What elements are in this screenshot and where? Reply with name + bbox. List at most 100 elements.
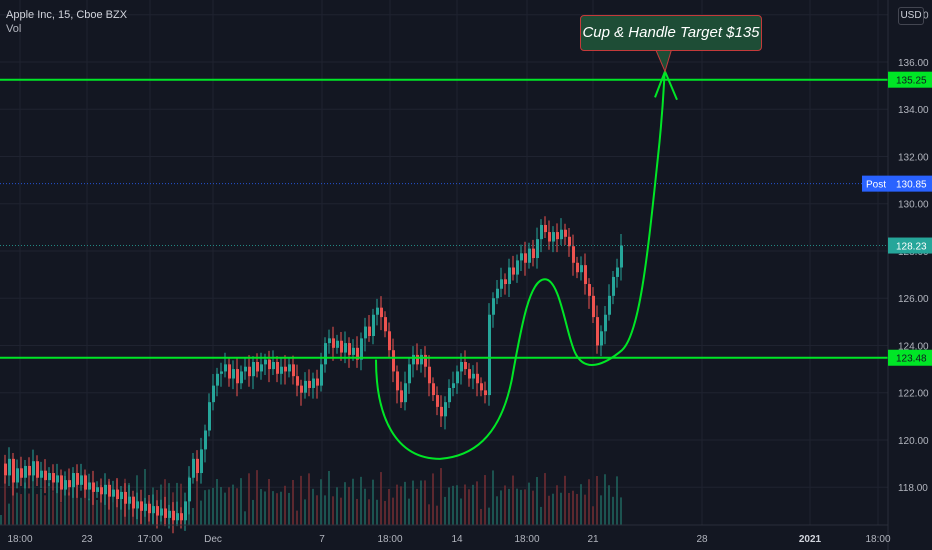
volume-bar xyxy=(560,492,562,525)
volume-bar xyxy=(584,494,586,525)
chart-legend: Apple Inc, 15, Cboe BZX Vol xyxy=(6,8,127,36)
candle-body xyxy=(64,480,67,490)
time-tick-label: 18:00 xyxy=(514,534,539,545)
candle-body xyxy=(360,338,363,360)
volume-bar xyxy=(332,496,334,525)
candle-body xyxy=(192,458,195,478)
candle-body xyxy=(20,468,23,478)
candle-body xyxy=(52,473,55,483)
candle-body xyxy=(564,229,567,237)
candle-body xyxy=(148,503,151,514)
volume-bar xyxy=(388,489,390,525)
candle-body xyxy=(136,501,139,509)
candle-body xyxy=(488,314,491,396)
volume-bar xyxy=(528,482,530,525)
candle-body xyxy=(588,284,591,296)
price-tick-label: 132.00 xyxy=(898,152,929,163)
volume-bar xyxy=(276,493,278,525)
annotation-callout[interactable]: Cup & Handle Target $135 xyxy=(580,15,762,51)
volume-bar xyxy=(428,504,430,525)
volume-bar xyxy=(352,478,354,525)
candle-body xyxy=(172,510,175,521)
candle-body xyxy=(200,449,203,474)
candle-body xyxy=(520,253,523,261)
price-tick-label: 124.00 xyxy=(898,341,929,352)
volume-bar xyxy=(444,496,446,525)
price-axis xyxy=(888,0,932,550)
candle-body xyxy=(364,326,367,339)
volume-bar xyxy=(112,502,114,525)
candle-body xyxy=(576,262,579,273)
time-tick-label: 18:00 xyxy=(377,534,402,545)
candle-body xyxy=(100,487,103,495)
volume-bar xyxy=(600,495,602,525)
volume-bar xyxy=(532,490,534,525)
candle-body xyxy=(496,288,499,299)
volume-bar xyxy=(508,488,510,525)
candle-body xyxy=(368,326,371,337)
price-tick-label: 130.00 xyxy=(898,200,929,211)
candle-body xyxy=(276,361,279,374)
candle-body xyxy=(24,465,27,478)
volume-bar xyxy=(536,477,538,525)
volume-bar xyxy=(404,481,406,525)
volume-bar xyxy=(472,484,474,525)
volume-bar xyxy=(324,495,326,525)
candle-body xyxy=(208,402,211,431)
volume-bar xyxy=(612,496,614,525)
candle-body xyxy=(348,343,351,355)
candle-body xyxy=(164,508,167,518)
volume-bar xyxy=(568,492,570,525)
candle-body xyxy=(432,383,435,396)
candle-body xyxy=(212,385,215,403)
candle-body xyxy=(232,369,235,379)
candle-body xyxy=(340,340,343,353)
candle-body xyxy=(472,373,475,379)
candle-body xyxy=(508,267,511,285)
volume-bar xyxy=(284,485,286,525)
volume-bar xyxy=(216,479,218,525)
volume-bar xyxy=(356,498,358,525)
candle-body xyxy=(244,366,247,372)
volume-bar xyxy=(4,476,6,525)
currency-button[interactable]: USD xyxy=(898,7,924,25)
volume-bar xyxy=(460,498,462,525)
volume-bar xyxy=(212,487,214,525)
candle-body xyxy=(440,406,443,417)
candle-body xyxy=(524,253,527,263)
volume-bar xyxy=(588,479,590,525)
candle-body xyxy=(132,496,135,509)
volume-bar xyxy=(272,491,274,525)
candle-body xyxy=(60,475,63,490)
volume-bar xyxy=(400,486,402,525)
candle-body xyxy=(568,236,571,247)
candle-body xyxy=(176,513,179,521)
candle-body xyxy=(292,364,295,377)
level-price-badge xyxy=(888,349,932,366)
time-tick-label: 7 xyxy=(319,534,325,545)
volume-bar xyxy=(0,515,2,525)
candle-body xyxy=(8,458,11,476)
time-tick-label: 14 xyxy=(451,534,463,545)
volume-bar xyxy=(208,489,210,525)
cup-handle-path xyxy=(375,71,666,460)
price-tick-label: 120.00 xyxy=(898,436,929,447)
candle-body xyxy=(560,229,563,240)
candle-body xyxy=(336,340,339,348)
candle-body xyxy=(180,513,183,521)
post-price-value: 130.85 xyxy=(896,180,927,191)
post-price-badge xyxy=(862,175,932,192)
volume-bar xyxy=(328,470,330,525)
volume-label: Vol xyxy=(6,23,22,35)
volume-bar xyxy=(596,475,598,525)
volume-bar xyxy=(320,479,322,525)
candle-body xyxy=(548,232,551,242)
candle-body xyxy=(536,239,539,259)
candle-body xyxy=(204,430,207,450)
volume-bar xyxy=(260,489,262,525)
volume-bar xyxy=(380,472,382,525)
candle-body xyxy=(436,395,439,407)
candle-body xyxy=(460,361,463,372)
